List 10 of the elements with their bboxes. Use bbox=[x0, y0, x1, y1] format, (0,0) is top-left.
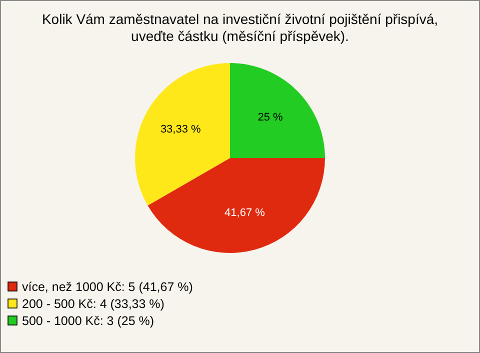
legend-label: 200 - 500 Kč: 4 (33,33 %) bbox=[22, 297, 164, 311]
chart-title: Kolik Vám zaměstnavatel na investiční životní pojištění přispívá, uveďte částku (měsíční příspěvek). bbox=[42, 11, 438, 44]
pie-slice bbox=[135, 63, 230, 206]
data-label: 33,33 % bbox=[160, 123, 202, 136]
legend-label: 500 - 1000 Kč: 3 (25 %) bbox=[22, 314, 154, 328]
legend-label: více, než 1000 Kč: 5 (41,67 %) bbox=[22, 280, 193, 294]
data-label: 25 % bbox=[258, 112, 284, 124]
data-label: 41,67 % bbox=[224, 206, 266, 219]
pie-slice bbox=[148, 158, 325, 253]
pie-slice bbox=[230, 63, 325, 158]
